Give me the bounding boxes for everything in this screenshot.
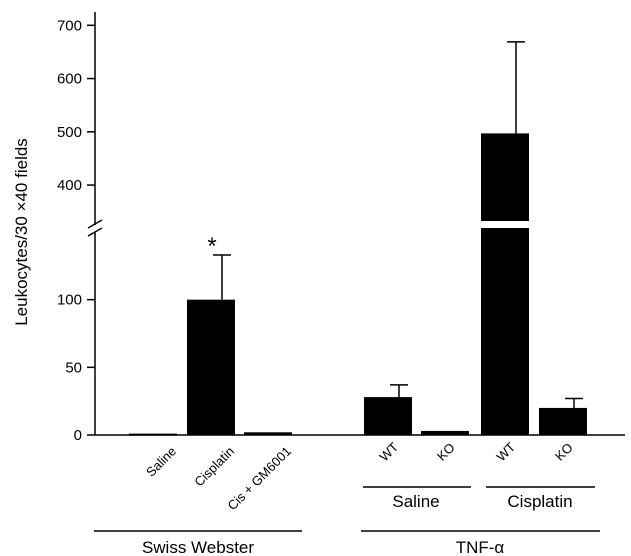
bar [539,407,587,435]
y-tick-label: 500 [57,124,82,141]
axis-break-mark [87,219,103,229]
y-tick-label: 700 [57,17,82,34]
axis-break-mark [87,227,103,237]
category-label: Cisplatin [191,444,237,490]
y-tick-label: 600 [57,71,82,88]
y-axis-label: Leukocytes/30 ×40 fields [12,138,31,326]
bar [364,397,412,435]
group-label: TNF-α [456,538,505,556]
group-label: Swiss Webster [142,538,254,556]
group-label: Saline [392,492,439,511]
category-label: Saline [143,444,179,480]
y-tick-label: 0 [74,427,82,444]
bar [187,299,235,435]
bar-upper-segment [481,133,529,221]
category-label: KO [434,440,458,464]
y-tick-label: 50 [65,359,82,376]
bar [481,228,529,435]
bar [421,430,469,435]
bar [129,433,177,436]
bar [244,432,292,435]
y-tick-label: 100 [57,292,82,309]
category-label: WT [493,439,518,464]
category-label: KO [552,440,576,464]
significance-marker: * [207,233,216,260]
group-label: Cisplatin [507,492,572,511]
y-tick-label: 400 [57,177,82,194]
category-label: WT [376,439,401,464]
